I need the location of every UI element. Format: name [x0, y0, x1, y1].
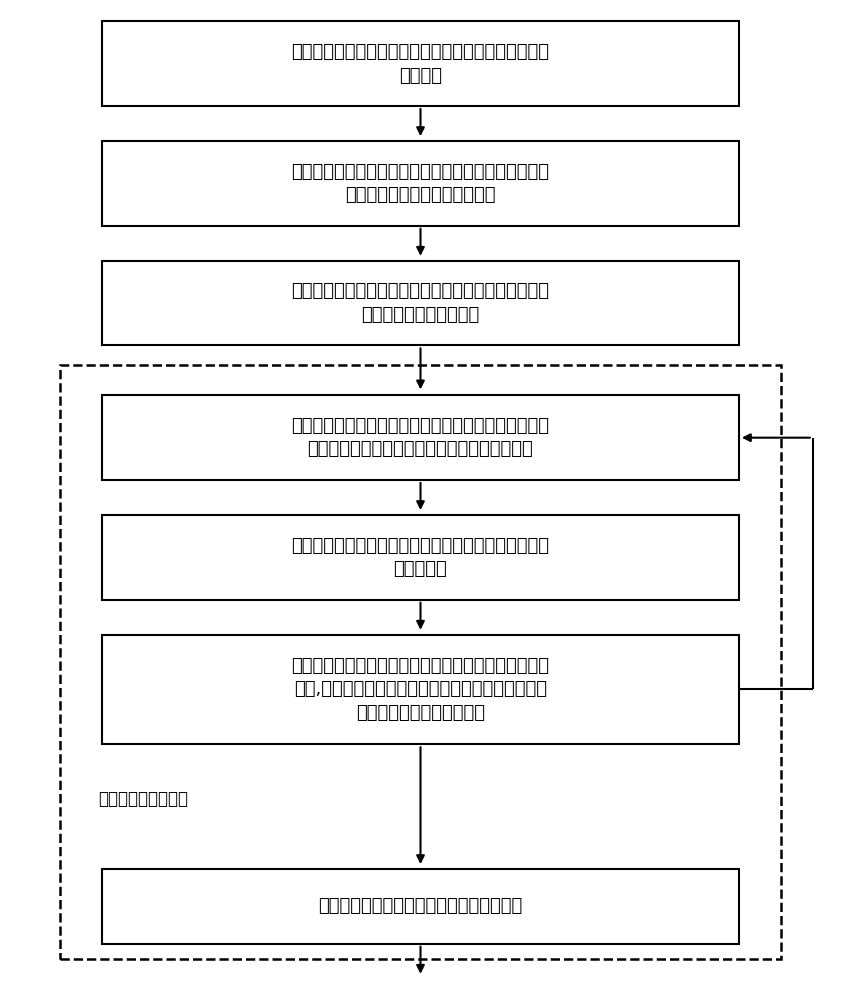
FancyBboxPatch shape: [102, 141, 739, 226]
FancyBboxPatch shape: [102, 869, 739, 944]
FancyBboxPatch shape: [102, 635, 739, 744]
FancyBboxPatch shape: [102, 515, 739, 600]
FancyBboxPatch shape: [102, 395, 739, 480]
FancyBboxPatch shape: [102, 21, 739, 106]
Text: 对采集的视觉图像进行特征提取与特征匹配，得到特征
点在图像平面的二维观测: 对采集的视觉图像进行特征提取与特征匹配，得到特征 点在图像平面的二维观测: [292, 282, 549, 324]
Text: 扩展卡尔曼滤波过程: 扩展卡尔曼滤波过程: [98, 790, 188, 808]
Text: 当满足状态更新条件时，建立带时间偏移的特征点投影
模型,并对状态向量与协方差矩阵进行更新，并输出状
态向量，当前时刻校准完毕: 当满足状态更新条件时，建立带时间偏移的特征点投影 模型,并对状态向量与协方差矩阵…: [292, 657, 549, 722]
Text: 当惯性测量单元的加速度计与陀螺仪分别采集到一次加
速度和角速度数据，传播状态向量与协方差矩阵: 当惯性测量单元的加速度计与陀螺仪分别采集到一次加 速度和角速度数据，传播状态向量…: [292, 417, 549, 458]
FancyBboxPatch shape: [102, 261, 739, 345]
Text: 根据边缘化条件对状态向量进行边缘化处理: 根据边缘化条件对状态向量进行边缘化处理: [319, 897, 522, 915]
Text: 相机和惯性测量单元分别按照各自的工作频率进行采集
视觉图像和测量加速度与角速度: 相机和惯性测量单元分别按照各自的工作频率进行采集 视觉图像和测量加速度与角速度: [292, 163, 549, 204]
Text: 当相机采集到一次新的视觉图像，增广该状态向量以及
协方差矩阵: 当相机采集到一次新的视觉图像，增广该状态向量以及 协方差矩阵: [292, 537, 549, 578]
Text: 定义视觉惯性里程计的状态向量，将时间偏移变量加入
状态向量: 定义视觉惯性里程计的状态向量，将时间偏移变量加入 状态向量: [292, 43, 549, 85]
